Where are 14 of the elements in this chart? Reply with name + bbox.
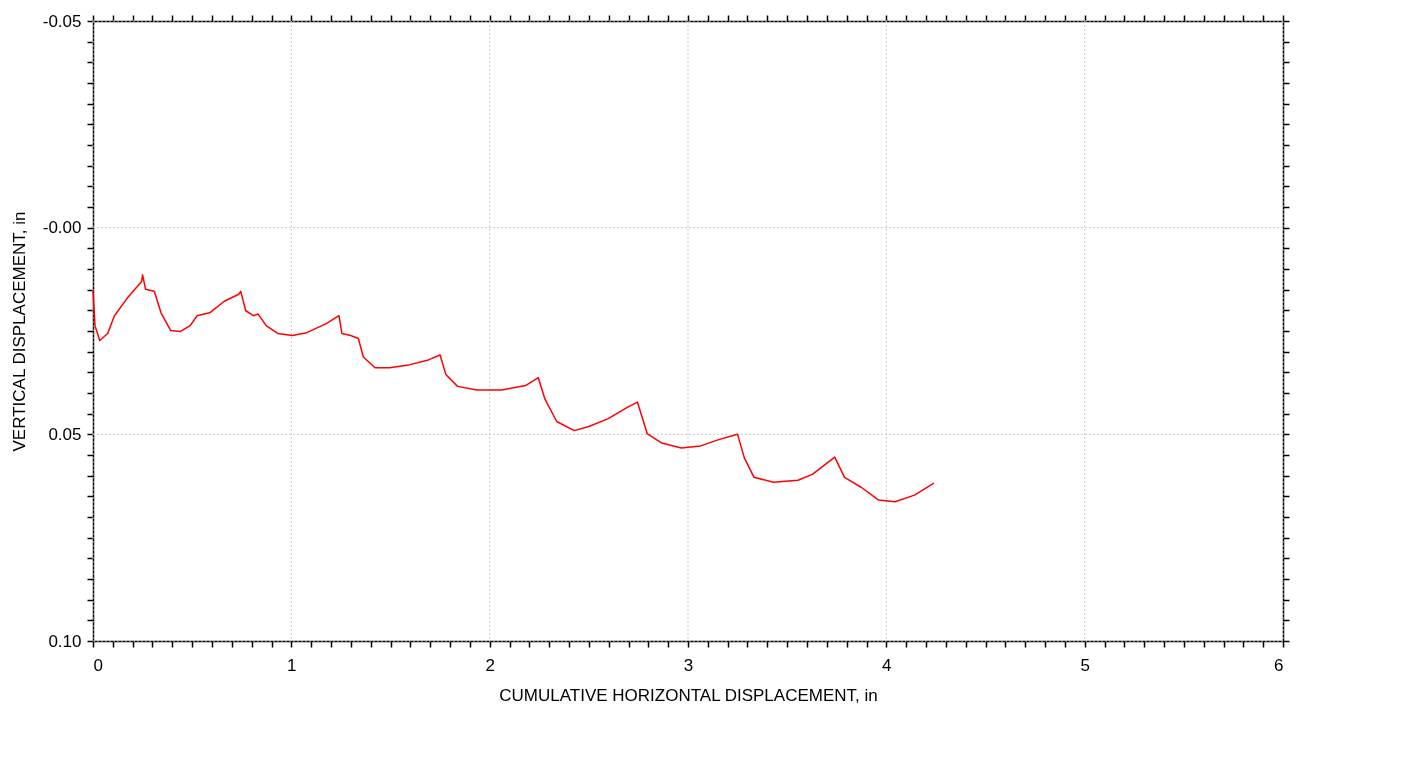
y-tick-label: 0.05 [48, 424, 82, 444]
x-tick-label: 1 [287, 655, 297, 675]
x-tick-label: 4 [882, 655, 892, 675]
x-axis-title: CUMULATIVE HORIZONTAL DISPLACEMENT, in [499, 685, 878, 705]
x-tick-label: 6 [1274, 655, 1284, 675]
y-tick-label: -0.00 [42, 218, 82, 238]
line-series [92, 274, 935, 503]
x-tick-label: 5 [1080, 655, 1090, 675]
y-axis-title: VERTICAL DISPLACEMENT, in [9, 211, 29, 452]
x-tick-label: 3 [683, 655, 694, 675]
x-tick-label: 0 [93, 655, 103, 675]
y-tick-label: -0.05 [42, 11, 82, 31]
x-tick-label: 2 [485, 655, 495, 675]
y-tick-label: 0.10 [48, 631, 82, 651]
